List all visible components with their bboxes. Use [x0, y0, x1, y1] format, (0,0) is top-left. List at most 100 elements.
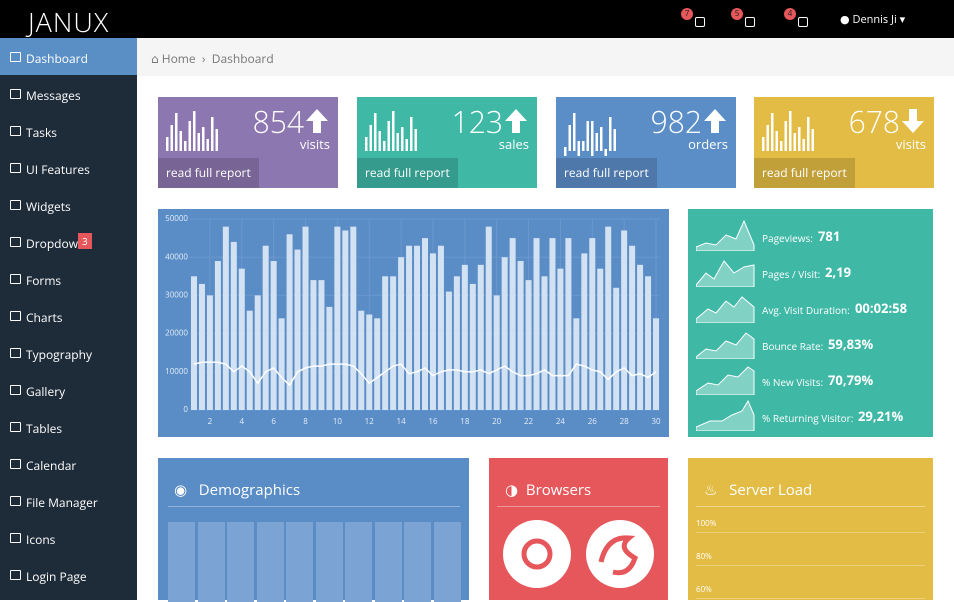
mini-bars: [564, 113, 616, 156]
nav-item[interactable]: Charts: [0, 297, 137, 334]
bar: [605, 226, 612, 410]
x-tick-label: 8: [303, 416, 308, 427]
notification-icon: [745, 17, 755, 27]
bar: [398, 257, 405, 410]
mini-bar: [762, 137, 765, 151]
bar: [645, 276, 652, 410]
card-label: orders: [688, 135, 728, 153]
bar: [461, 264, 468, 410]
trend-arrow: [306, 109, 328, 133]
nav-icon: [10, 385, 21, 395]
card-link[interactable]: read full report: [754, 158, 855, 188]
nav-item[interactable]: UI Features: [0, 149, 137, 186]
mini-bar: [170, 125, 173, 151]
panel-title-text: Demographics: [198, 480, 301, 500]
bar: [541, 276, 548, 410]
load-tick: 100%: [696, 518, 717, 529]
card-link[interactable]: read full report: [556, 158, 657, 188]
x-tick-label: 2: [208, 416, 213, 427]
bar: [469, 283, 476, 410]
demo-column: [315, 522, 343, 602]
x-tick-label: 10: [333, 416, 343, 427]
stat-card: 982 orders read full report: [556, 97, 736, 188]
notification-badge: 5: [731, 8, 743, 20]
notification[interactable]: 5: [731, 8, 760, 30]
bar: [637, 264, 644, 410]
bar: [374, 318, 381, 410]
arrow-shape: [505, 109, 527, 133]
stat-label: Avg. Visit Duration:: [762, 303, 850, 317]
demo-column: [256, 522, 284, 602]
brand[interactable]: JANUX: [28, 3, 110, 40]
bar: [533, 238, 540, 410]
bar: [278, 318, 285, 410]
nav-item[interactable]: Forms: [0, 260, 137, 297]
nav-item[interactable]: Login Page: [0, 556, 137, 593]
nav-item[interactable]: Typography: [0, 334, 137, 371]
bar: [334, 226, 341, 410]
bar: [254, 295, 261, 410]
mini-bar: [609, 117, 612, 151]
mini-bar: [378, 131, 381, 151]
nav-item[interactable]: Tables: [0, 408, 137, 445]
card-link[interactable]: read full report: [158, 158, 259, 188]
chrome-icon: [503, 520, 571, 588]
mini-bar: [369, 125, 372, 151]
nav-item[interactable]: Gallery: [0, 371, 137, 408]
card-label: visits: [895, 135, 926, 153]
demo-column: [227, 522, 254, 602]
nav-item[interactable]: Messages: [0, 75, 137, 112]
bar: [613, 287, 620, 410]
mini-bar: [775, 131, 778, 151]
sparkline-area: [696, 332, 755, 359]
sparkline-area: [696, 399, 755, 431]
bar: [525, 280, 532, 410]
arrow-shape: [306, 109, 328, 133]
bar: [501, 257, 508, 410]
bar: [597, 268, 604, 410]
mini-bar: [591, 121, 594, 156]
bar: [509, 238, 516, 410]
x-tick-label: 18: [460, 416, 470, 427]
demo-column: [197, 522, 225, 602]
bar: [238, 268, 245, 410]
nav-item[interactable]: Widgets: [0, 186, 137, 223]
nav-item[interactable]: Dashboard: [0, 38, 137, 75]
browser-icons: [503, 520, 654, 588]
crumb-row: ⌂ Home › Dashboard: [151, 50, 274, 67]
notification[interactable]: 4: [784, 8, 813, 30]
bar: [318, 280, 325, 410]
mini-bar: [365, 137, 368, 151]
line: [193, 361, 657, 387]
mini-bar: [387, 121, 390, 151]
y-tick-label: 30000: [165, 290, 188, 301]
mini-bar: [392, 111, 395, 151]
nav-item[interactable]: Icons: [0, 519, 137, 556]
nav-item[interactable]: Calendar: [0, 445, 137, 482]
stat-label: Pages / Visit:: [762, 267, 821, 281]
mini-bar: [414, 129, 417, 151]
nav-item[interactable]: Dropdown 3: [0, 223, 137, 260]
nav-item[interactable]: Tasks: [0, 112, 137, 149]
demo-column: [404, 522, 431, 602]
bar: [310, 280, 317, 410]
demo-column: [374, 522, 402, 602]
notification[interactable]: 7: [681, 8, 710, 30]
bar: [589, 238, 596, 410]
mini-bar: [166, 137, 169, 151]
mini-bar: [807, 117, 810, 151]
user-menu[interactable]: ● Dennis Ji ▾: [840, 12, 906, 27]
sparkline: [696, 296, 755, 323]
bar: [286, 234, 293, 410]
crumb-home[interactable]: Home: [161, 50, 196, 67]
nav-item[interactable]: File Manager: [0, 482, 137, 519]
card-label: sales: [498, 135, 529, 153]
demo-column: [286, 522, 313, 602]
trend-arrow: [902, 109, 924, 133]
panel-title: ◉ Demographics: [174, 480, 301, 500]
stat-card: 678 visits read full report: [754, 97, 934, 188]
card-label: visits: [299, 135, 330, 153]
nav-icon: [10, 52, 21, 62]
card-link[interactable]: read full report: [357, 158, 458, 188]
bar: [302, 226, 309, 410]
